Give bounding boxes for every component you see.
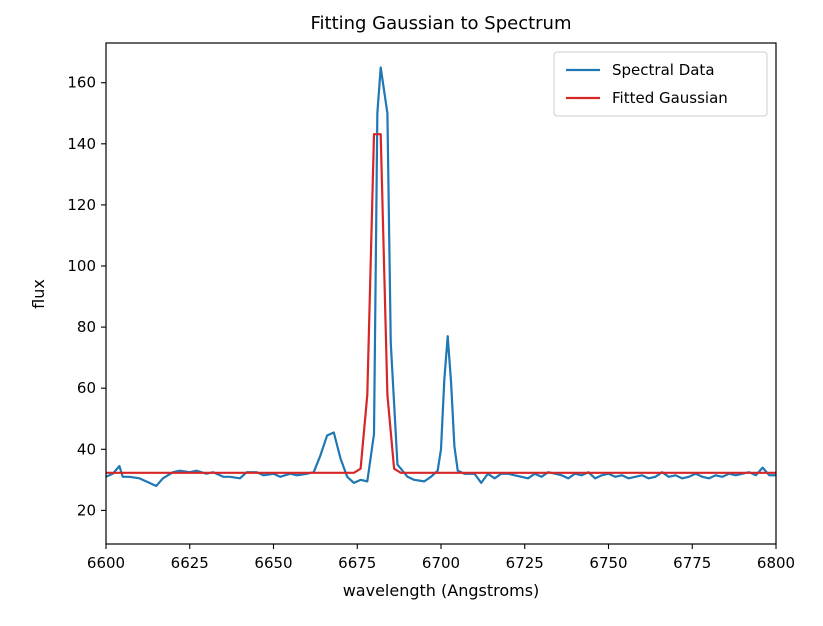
x-tick-label: 6800 [757,554,795,572]
legend-label-spectral-data: Spectral Data [612,61,715,79]
legend-label-fitted-gaussian: Fitted Gaussian [612,89,728,107]
x-tick-label: 6775 [673,554,711,572]
x-axis-label: wavelength (Angstroms) [343,581,540,600]
legend: Spectral Data Fitted Gaussian [553,51,768,117]
y-tick-label: 140 [67,135,96,153]
x-tick-label: 6650 [254,554,292,572]
chart-title: Fitting Gaussian to Spectrum [310,13,571,34]
y-tick-label: 60 [77,379,96,397]
x-tick-label: 6600 [87,554,125,572]
y-tick-label: 80 [77,318,96,336]
series-line-spectral-data [106,66,776,488]
x-tick-label: 6750 [589,554,627,572]
legend-box [553,51,768,117]
x-tick-label: 6625 [171,554,209,572]
y-tick-label: 160 [67,74,96,92]
series-line-fitted-gaussian [106,133,776,474]
y-tick-label: 100 [67,257,96,275]
plot-frame [105,42,777,545]
y-tick-label: 40 [77,440,96,458]
x-tick-label: 6725 [506,554,544,572]
y-tick-label: 120 [67,196,96,214]
y-tick-label: 20 [77,501,96,519]
y-axis-label: flux [29,279,48,309]
x-tick-label: 6700 [422,554,460,572]
x-tick-label: 6675 [338,554,376,572]
